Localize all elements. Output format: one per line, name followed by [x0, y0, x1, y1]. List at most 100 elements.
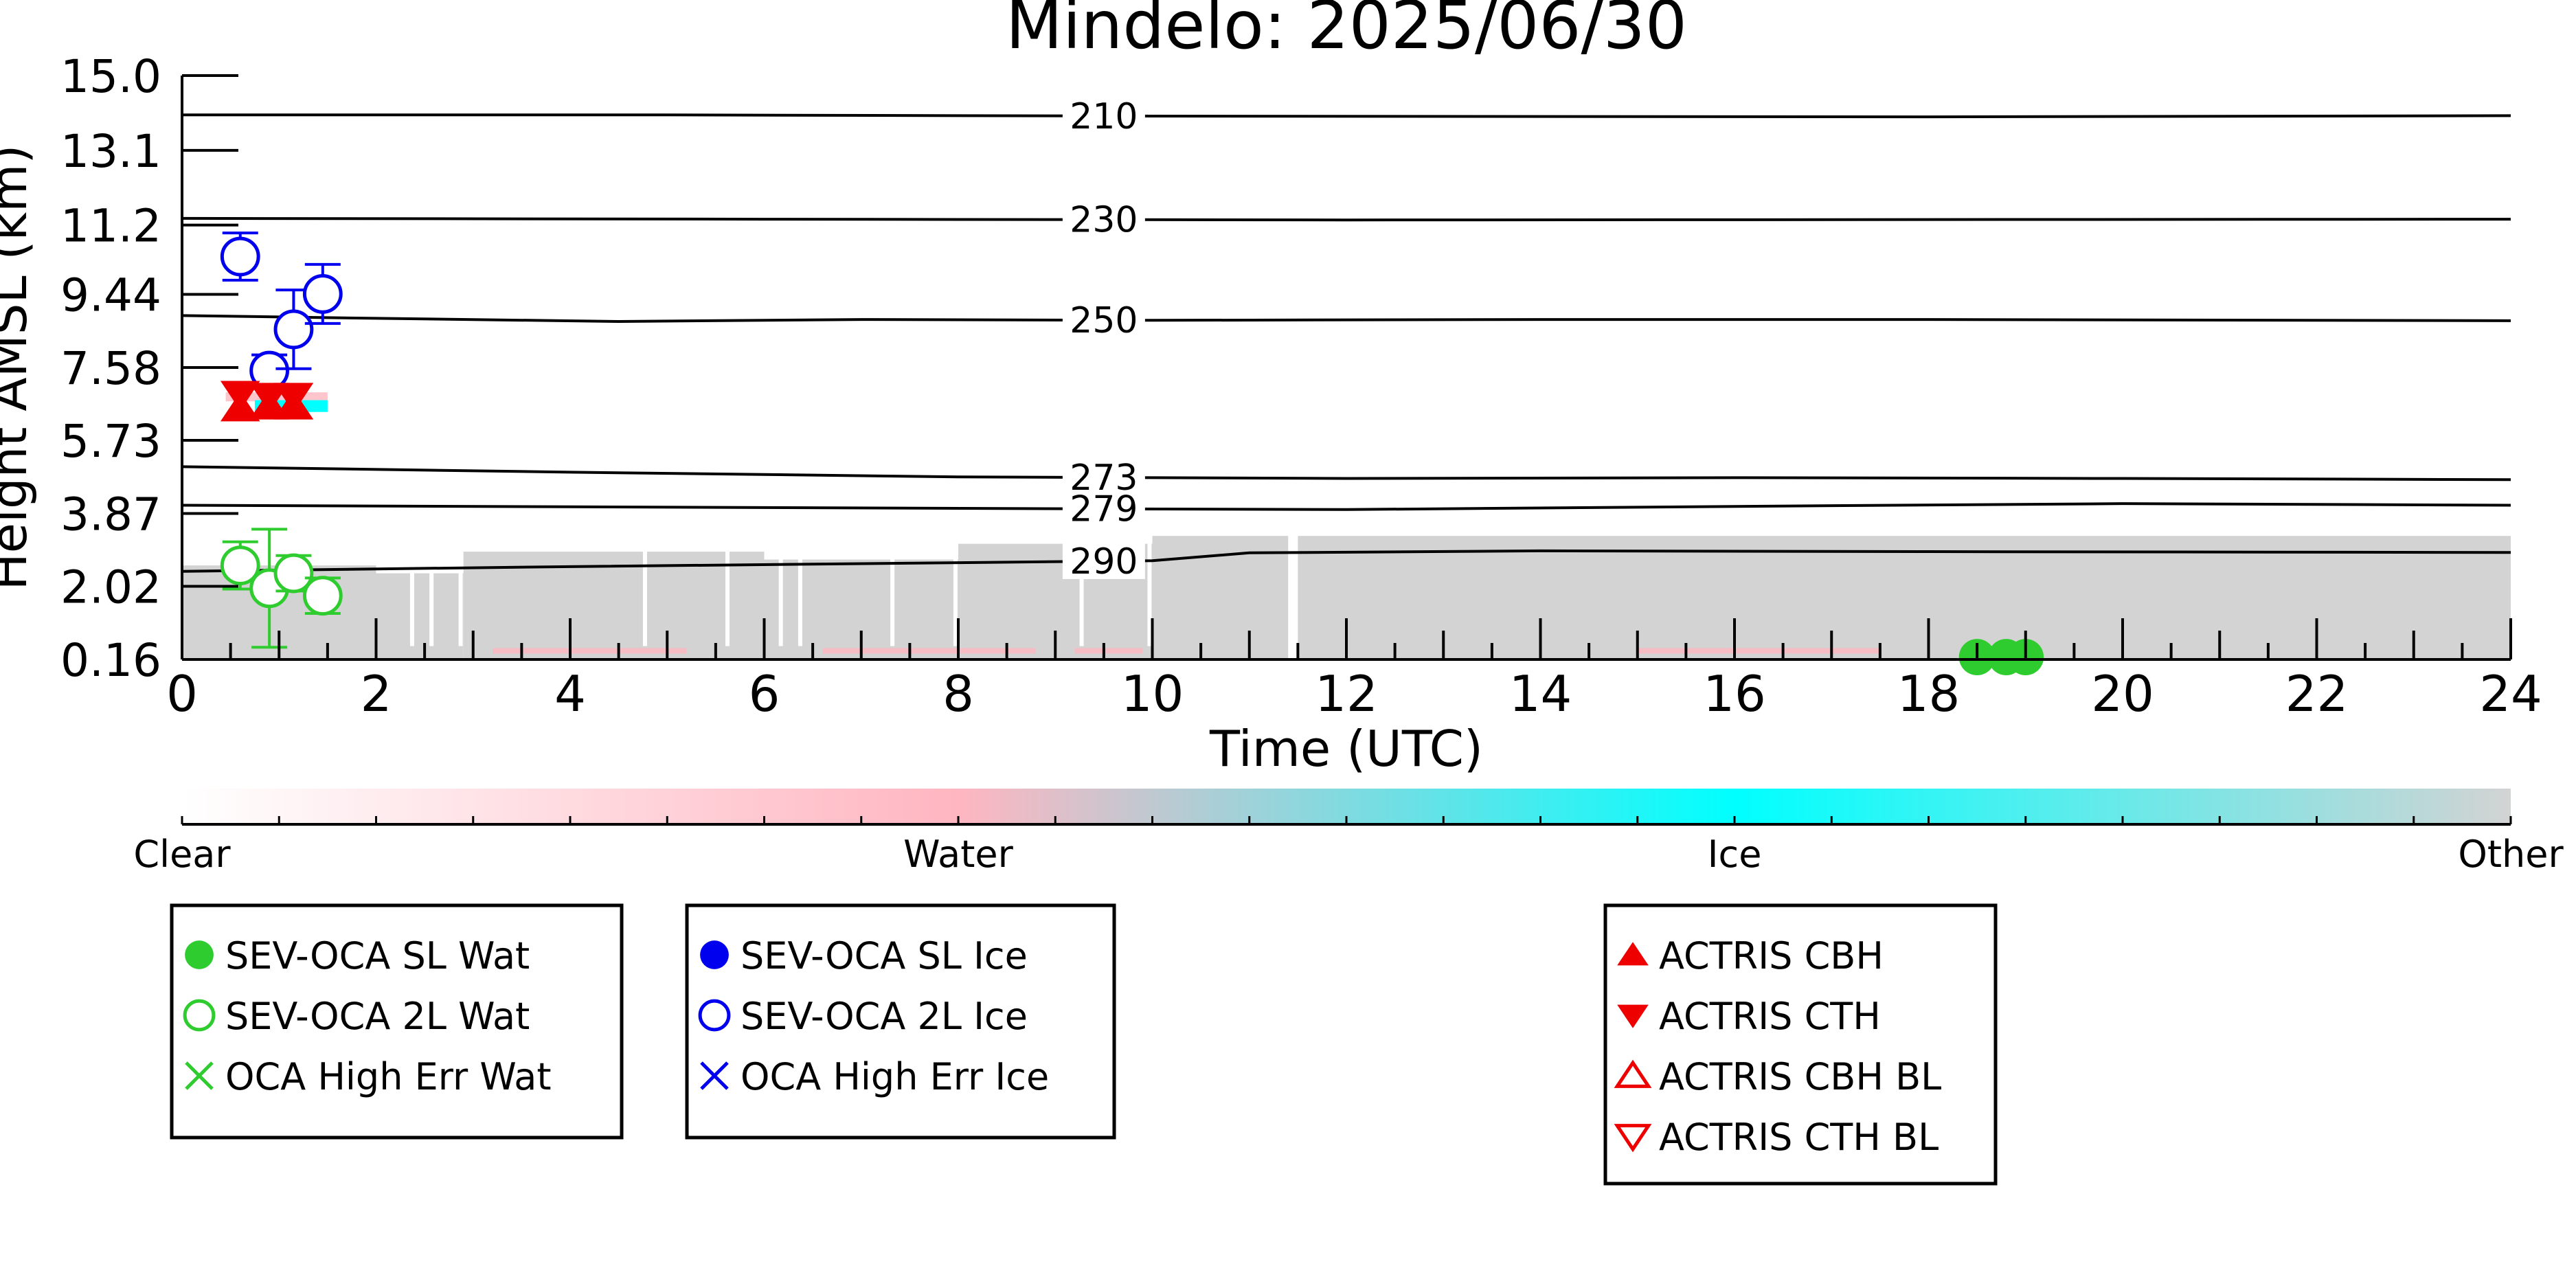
legend-marker — [698, 999, 731, 1032]
legend-label: ACTRIS CBH — [1659, 934, 1884, 978]
x-tick-label: 18 — [1897, 665, 1961, 723]
x-tick-label: 10 — [1121, 665, 1184, 723]
x-tick-label: 12 — [1315, 665, 1378, 723]
water-class-region — [1637, 648, 1880, 654]
colorbar-label-ice: Ice — [1708, 833, 1762, 876]
contour-label-bg — [1062, 98, 1145, 134]
contour-label-bg — [1062, 460, 1145, 496]
contour-label-bg — [1062, 201, 1145, 238]
clear-gap — [953, 532, 958, 646]
clear-gap — [458, 532, 463, 646]
x-tick-label: 22 — [2285, 665, 2349, 723]
x-tick-label: 8 — [942, 665, 974, 723]
legend-frame — [1603, 903, 1998, 1186]
other-class-region — [376, 573, 464, 659]
y-tick-label: 2.02 — [60, 561, 161, 613]
contour-label-230: 230 — [1070, 200, 1138, 241]
x-axis-ticks: 0 2 4 6 8 10 12 14 16 18 20 22 24 — [166, 618, 2542, 723]
clear-gap — [1079, 532, 1084, 646]
clear-gap — [798, 532, 802, 646]
legend-marker — [1614, 1124, 1652, 1153]
colorbar-label-clear: Clear — [133, 833, 231, 876]
legend-marker — [700, 940, 729, 969]
legend-box-3: ACTRIS CBH ACTRIS CTH ACTRIS CBH BL ACTRIS … — [1603, 903, 1998, 1186]
legend-label: OCA High Err Ice — [741, 1055, 1049, 1098]
legend-marker — [1617, 942, 1649, 966]
legend-label: OCA High Err Wat — [225, 1055, 552, 1098]
water-class-region — [493, 648, 687, 654]
x-tick-label: 16 — [1703, 665, 1766, 723]
data-point-sev-oca-2l-wat — [302, 576, 343, 616]
legend-marker — [183, 999, 216, 1032]
legend-label: SEV-OCA SL Wat — [225, 934, 530, 978]
legends: SEV-OCA SL Wat SEV-OCA 2L Wat OCA High Err… — [170, 903, 1998, 1186]
legend-marker — [185, 1061, 214, 1090]
colorbar-label-other: Other — [2458, 833, 2564, 876]
y-tick-label: 3.87 — [60, 488, 161, 541]
x-tick-label: 14 — [1509, 665, 1572, 723]
legend-label: ACTRIS CBH BL — [1659, 1055, 1941, 1098]
y-tick-label: 5.73 — [60, 415, 161, 468]
contour-line-273 — [181, 465, 2511, 482]
data-point-sev-oca-2l-wat — [273, 553, 314, 594]
clear-gap — [725, 532, 730, 646]
data-point-sev-oca-2l-ice — [302, 273, 343, 314]
y-tick-label: 7.58 — [60, 342, 161, 395]
x-tick-label: 0 — [166, 665, 198, 723]
legend-label: SEV-OCA SL Ice — [741, 934, 1028, 978]
clear-gap — [1147, 532, 1152, 646]
contour-line-290 — [181, 549, 2511, 573]
clear-gap — [778, 532, 783, 646]
colorbar-label-water: Water — [903, 833, 1013, 876]
data-point-sev-oca-2l-ice — [273, 309, 314, 350]
data-point-actris-cth — [220, 381, 260, 411]
data-point-actris-cth — [273, 383, 314, 413]
y-axis-label: Height AMSL (km) — [0, 145, 38, 591]
y-tick-label: 0.16 — [60, 634, 161, 687]
contour-label-bg — [1062, 543, 1145, 579]
colorbar-ticks: Clear Water Ice Other — [133, 816, 2564, 876]
x-tick-label: 2 — [361, 665, 392, 723]
legend-marker — [1617, 1004, 1649, 1028]
contour-label-bg — [1062, 490, 1145, 527]
x-tick-label: 20 — [2091, 665, 2154, 723]
contour-label-210: 210 — [1070, 96, 1138, 137]
legend-label: SEV-OCA 2L Ice — [741, 995, 1028, 1038]
legend-box-2: SEV-OCA SL Ice SEV-OCA 2L Ice OCA High Err… — [685, 903, 1116, 1140]
legend-label: SEV-OCA 2L Wat — [225, 995, 530, 1038]
y-tick-label: 13.1 — [60, 125, 161, 178]
x-tick-label: 24 — [2479, 665, 2542, 723]
contour-label-290: 290 — [1070, 541, 1138, 583]
y-tick-label: 11.2 — [60, 200, 161, 253]
legend-marker — [185, 940, 214, 969]
legend-label: ACTRIS CTH — [1659, 995, 1881, 1038]
water-class-region — [822, 648, 1036, 654]
legend-frame — [170, 903, 624, 1140]
x-axis-label: Time (UTC) — [1209, 720, 1483, 778]
chart-title: Mindelo: 2025/06/30 — [1006, 0, 1687, 64]
contour-label-250: 250 — [1070, 300, 1138, 341]
clear-gap — [1293, 532, 1298, 646]
y-axis-ticks: 0.16 2.02 3.87 5.73 7.58 9.44 11.2 13.1 15.0 — [60, 50, 238, 687]
x-tick-label: 6 — [749, 665, 780, 723]
other-class-region — [1298, 536, 2511, 659]
data-point-sev-oca-2l-ice — [220, 236, 260, 277]
y-tick-label: 15.0 — [60, 50, 161, 103]
clear-gap — [642, 532, 647, 646]
contour-line-279 — [181, 502, 2511, 511]
legend-label: ACTRIS CTH BL — [1659, 1116, 1939, 1159]
other-class-region — [463, 552, 765, 659]
contour-line-230 — [181, 216, 2511, 222]
data-point-sev-oca-2l-wat — [220, 545, 260, 586]
clear-gap — [429, 532, 434, 646]
x-tick-label: 4 — [554, 665, 586, 723]
contour-line-210 — [182, 113, 2511, 119]
y-tick-label: 9.44 — [60, 269, 161, 321]
legend-box-1: SEV-OCA SL Wat SEV-OCA 2L Wat OCA High Err… — [170, 903, 624, 1140]
legend-marker — [700, 1061, 729, 1090]
legend-frame — [685, 903, 1116, 1140]
contour-label-279: 279 — [1070, 489, 1138, 530]
legend-marker — [1614, 1059, 1652, 1088]
